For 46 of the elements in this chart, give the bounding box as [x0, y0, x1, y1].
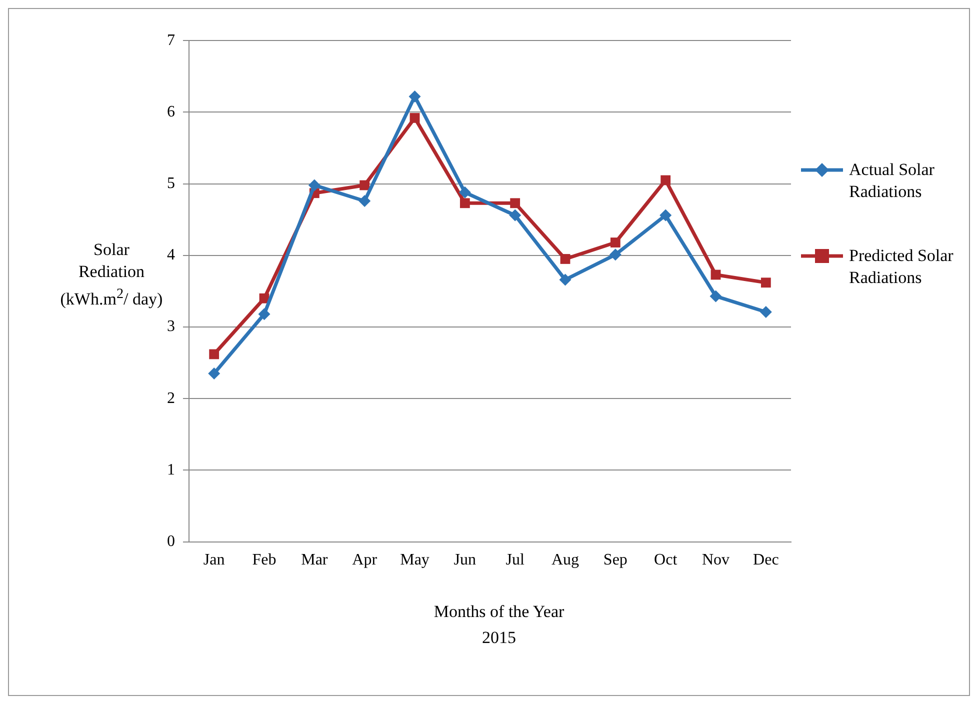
point: [209, 349, 220, 360]
point: [308, 179, 320, 192]
point: [760, 306, 772, 318]
point: [458, 186, 471, 198]
point: [760, 278, 771, 288]
point: [560, 254, 570, 264]
x-axis-title: Months of the Year 2015: [432, 601, 566, 649]
x-tick-label: Sep: [603, 552, 628, 569]
point: [460, 198, 470, 208]
point: [358, 194, 371, 207]
point: [559, 274, 572, 286]
y-tick-label: 2: [167, 390, 175, 407]
point: [360, 180, 370, 190]
x-tick-label: Feb: [252, 552, 276, 569]
point: [208, 368, 220, 380]
x-tick-label: Apr: [352, 552, 378, 569]
y-tick-label: 3: [167, 318, 175, 336]
x-tick-label: Dec: [753, 552, 779, 569]
x-tick-label: Jun: [454, 552, 476, 569]
y-tick-label: 0: [167, 533, 175, 550]
point: [510, 198, 520, 208]
y-tick-label: 1: [167, 461, 175, 478]
x-tick-label: Oct: [654, 552, 678, 569]
x-tick-label: May: [400, 552, 430, 569]
point: [710, 290, 722, 302]
y-tick-label: 4: [167, 246, 175, 264]
y-tick-label: 7: [167, 32, 175, 49]
point: [660, 175, 671, 186]
y-axis-title: Solar Rediation (kWh.m$^{2}$/ day): [59, 239, 164, 311]
point: [408, 90, 421, 102]
point: [660, 209, 672, 222]
x-tick-label: Jan: [203, 552, 225, 569]
point: [509, 209, 522, 222]
point: [258, 308, 270, 320]
x-tick-label: Aug: [551, 552, 580, 569]
legend-label: Predicted Solar Radiations: [849, 245, 954, 289]
point: [410, 112, 420, 123]
point: [610, 238, 620, 248]
x-tick-label: Jul: [506, 552, 525, 569]
x-tick-label: Mar: [301, 552, 328, 569]
point: [710, 270, 721, 280]
y-tick-label: 5: [167, 175, 175, 192]
y-tick-label: 6: [167, 103, 175, 120]
x-tick-label: Nov: [702, 552, 730, 569]
point: [609, 248, 622, 261]
legend-label: Actual Solar Radiations: [849, 159, 936, 203]
